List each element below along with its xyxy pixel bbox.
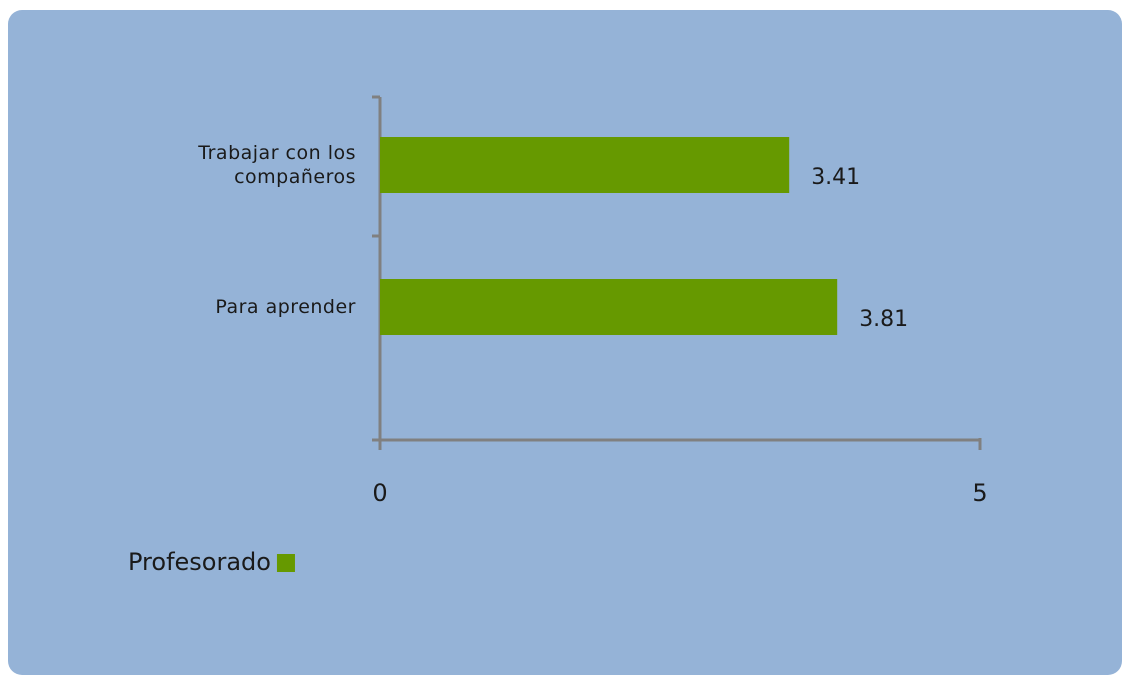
data-label: 3.41: [811, 165, 860, 190]
data-label: 3.81: [859, 307, 908, 332]
bar: [380, 137, 790, 193]
y-tick-label: Para aprender: [215, 296, 356, 318]
y-tick-label: Trabajar con los compañeros: [198, 142, 356, 188]
x-tick-label: 5: [972, 479, 987, 507]
chart-panel: [8, 10, 1122, 675]
bar: [380, 279, 838, 335]
x-tick-label: 0: [372, 479, 387, 507]
legend-swatch: [276, 554, 295, 572]
legend-label: Profesorado: [128, 548, 271, 576]
